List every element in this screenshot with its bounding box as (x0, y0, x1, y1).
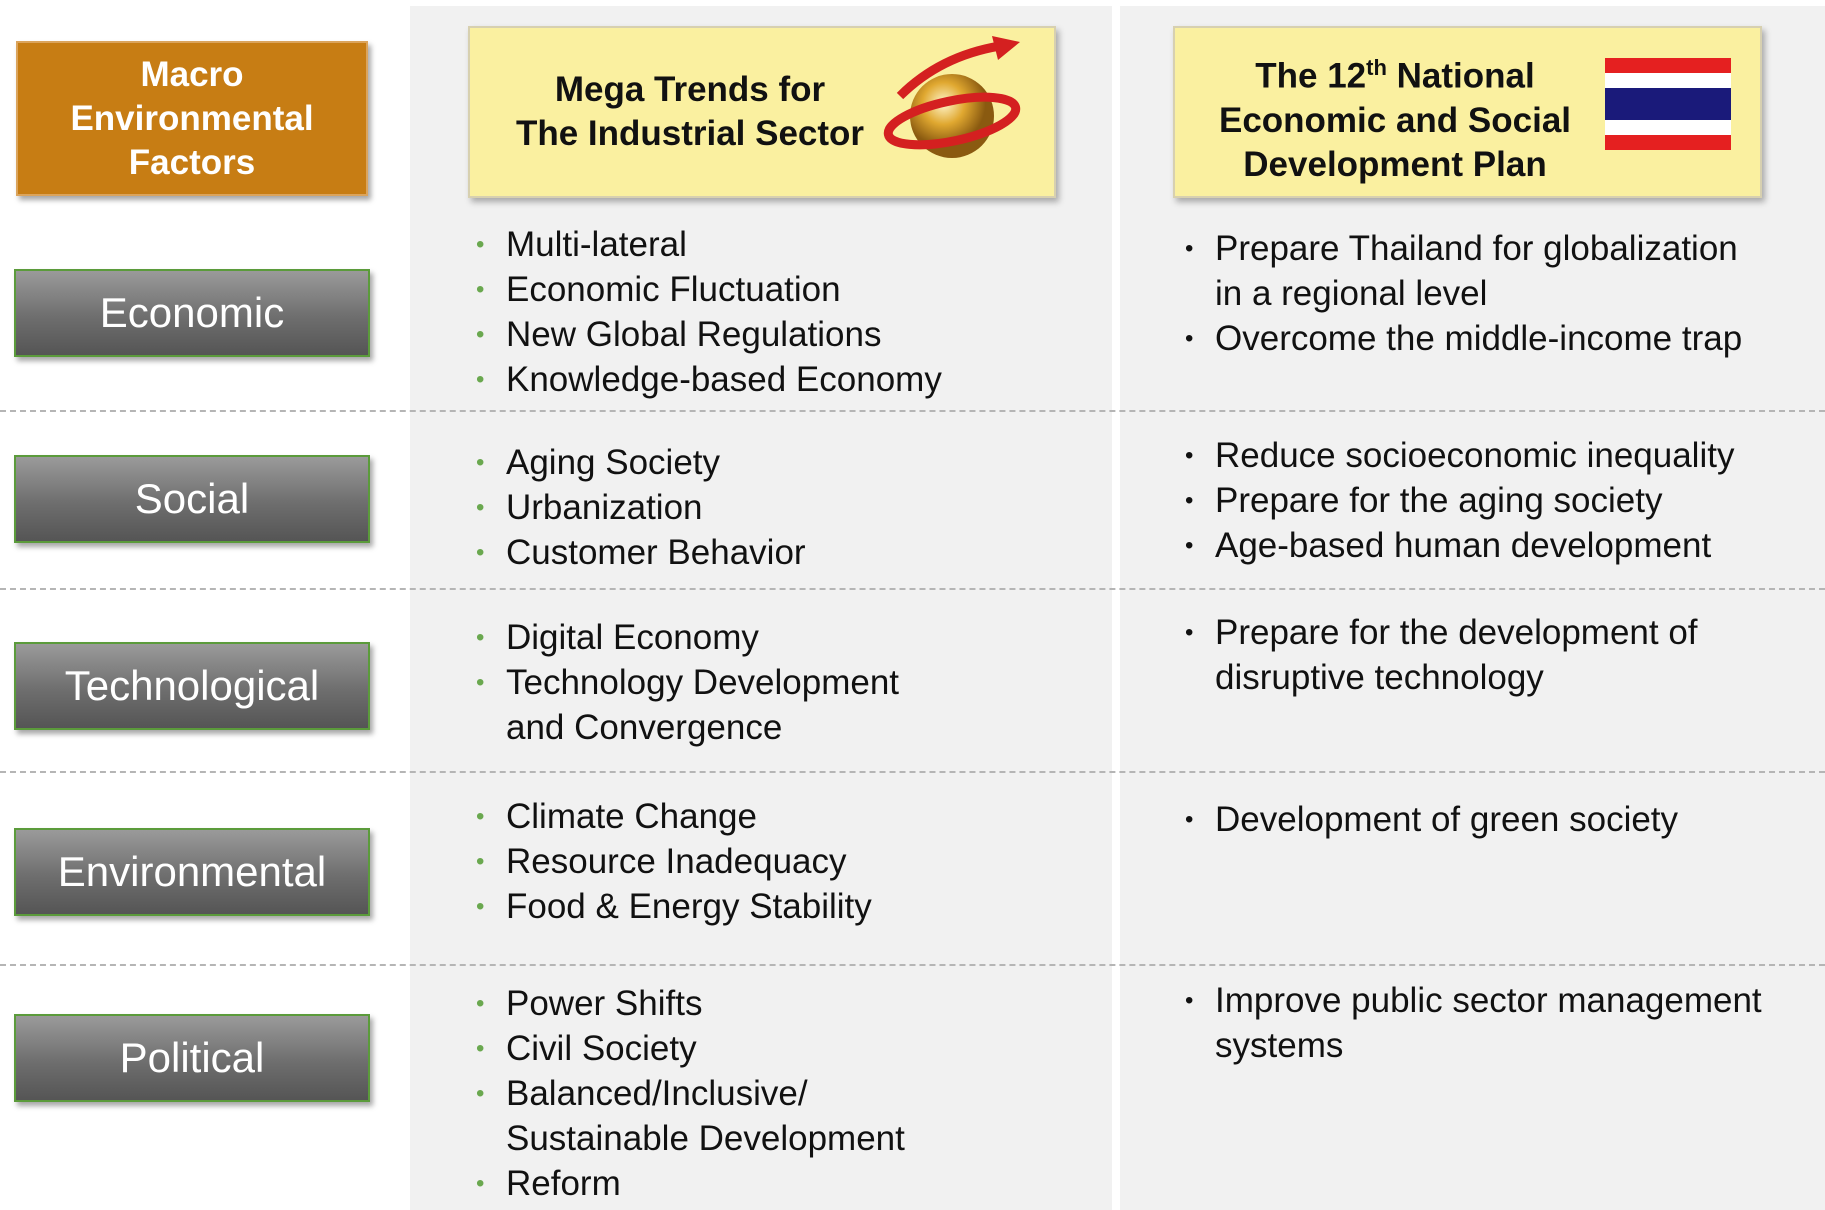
title-line: Development Plan (1243, 144, 1547, 184)
plan-list: Prepare for the development of disruptive… (1215, 610, 1820, 700)
trend-list: Aging Society Urbanization Customer Behavi… (506, 440, 1106, 575)
item-line: Knowledge-based Economy (506, 360, 942, 399)
item-line: Development of green society (1215, 800, 1679, 839)
item-line: Digital Economy (506, 618, 759, 657)
trend-list: Climate Change Resource Inadequacy Food & … (506, 794, 1106, 929)
item-line: Urbanization (506, 488, 703, 527)
title-part: The 12 (1255, 56, 1367, 96)
trend-item: Digital Economy (506, 615, 1106, 660)
trend-item: Climate Change (506, 794, 1106, 839)
plan-item: Prepare for the development of disruptive… (1215, 610, 1820, 700)
title-line: The Industrial Sector (515, 114, 865, 153)
item-line: Economic Fluctuation (506, 270, 841, 309)
trends-title: Mega Trends for The Industrial Sector (490, 68, 890, 156)
item-line: Resource Inadequacy (506, 842, 847, 881)
row-divider (0, 410, 1825, 412)
item-line: New Global Regulations (506, 315, 882, 354)
plan-item: Age-based human development (1215, 523, 1820, 568)
factors-header: Macro Environmental Factors (16, 41, 368, 196)
item-line: Sustainable Development (506, 1119, 905, 1158)
trend-item: Knowledge-based Economy (506, 357, 1106, 402)
trend-list: Power ShiftsCivil SocietyBalanced/Inclus… (506, 981, 1106, 1206)
thai-flag (1605, 58, 1731, 150)
row-divider (0, 964, 1825, 966)
item-line: in a regional level (1215, 274, 1488, 313)
item-line: Age-based human development (1215, 526, 1712, 565)
plan-list: Reduce socioeconomic inequality Prepare f… (1215, 433, 1820, 568)
trend-item: Urbanization (506, 485, 1106, 530)
trend-item: Economic Fluctuation (506, 267, 1106, 312)
trend-item: New Global Regulations (506, 312, 1106, 357)
item-line: Customer Behavior (506, 533, 806, 572)
globe-icon (883, 36, 1021, 158)
item-line: Prepare Thailand for globalization (1215, 229, 1738, 268)
plan-item: Overcome the middle-income trap (1215, 316, 1820, 361)
factor-label: Technological (14, 642, 370, 730)
title-line: Mega Trends for (554, 70, 826, 109)
title-part: National (1396, 56, 1535, 96)
factor-label: Political (14, 1014, 370, 1102)
row-divider (0, 588, 1825, 590)
plan-list: Prepare Thailand for globalization in a r… (1215, 226, 1820, 361)
title-line: The 12th National (1185, 46, 1605, 99)
item-line: Multi-lateral (506, 225, 687, 264)
item-line: Reform (506, 1164, 621, 1203)
trend-item: Aging Society (506, 440, 1106, 485)
item-line: Climate Change (506, 797, 757, 836)
item-line: Technology Development (506, 663, 900, 702)
trend-item: Resource Inadequacy (506, 839, 1106, 884)
factor-label: Environmental (14, 828, 370, 916)
plan-item: Development of green society (1215, 797, 1820, 842)
item-line: Aging Society (506, 443, 721, 482)
trend-list: Digital Economy Technology Development and… (506, 615, 1106, 750)
trends-header: Mega Trends for The Industrial Sector (468, 26, 1056, 198)
item-line: Prepare for the aging society (1215, 481, 1663, 520)
plan-item: Prepare Thailand for globalization in a r… (1215, 226, 1820, 316)
plan-title: The 12th National Economic and Social De… (1185, 46, 1605, 187)
trend-item: Reform (506, 1161, 1106, 1206)
item-line: systems (1215, 1026, 1344, 1065)
item-line: and Convergence (506, 708, 783, 747)
trend-item: Multi-lateral (506, 222, 1106, 267)
row-divider (0, 771, 1825, 773)
item-line: Reduce socioeconomic inequality (1215, 436, 1735, 475)
factors-title: Macro Environmental Factors (70, 54, 314, 182)
plan-item: Prepare for the aging society (1215, 478, 1820, 523)
item-line: Improve public sector management (1215, 981, 1762, 1020)
item-line: Prepare for the development of (1215, 613, 1698, 652)
trend-item: Civil Society (506, 1026, 1106, 1071)
plan-item: Improve public sector management systems (1215, 978, 1820, 1068)
factor-label: Economic (14, 269, 370, 357)
factor-label: Social (14, 455, 370, 543)
item-line: Balanced/Inclusive/ (506, 1074, 808, 1113)
item-line: Overcome the middle-income trap (1215, 319, 1743, 358)
title-sup: th (1366, 55, 1387, 80)
item-line: Food & Energy Stability (506, 887, 872, 926)
trend-list: Multi-lateral Economic Fluctuation New Glo… (506, 222, 1106, 402)
plan-item: Reduce socioeconomic inequality (1215, 433, 1820, 478)
item-line: Power Shifts (506, 984, 703, 1023)
trend-item: Power Shifts (506, 981, 1106, 1026)
trend-item: Food & Energy Stability (506, 884, 1106, 929)
plan-header: The 12th National Economic and Social De… (1173, 26, 1762, 198)
item-line: disruptive technology (1215, 658, 1544, 697)
trend-item: Balanced/Inclusive/Sustainable Developme… (506, 1071, 1106, 1161)
item-line: Civil Society (506, 1029, 697, 1068)
trend-item: Technology Development and Convergence (506, 660, 1106, 750)
trend-item: Customer Behavior (506, 530, 1106, 575)
title-line: Economic and Social (1218, 100, 1572, 140)
plan-list: Improve public sector management systems (1215, 978, 1820, 1068)
plan-list: Development of green society (1215, 797, 1820, 842)
